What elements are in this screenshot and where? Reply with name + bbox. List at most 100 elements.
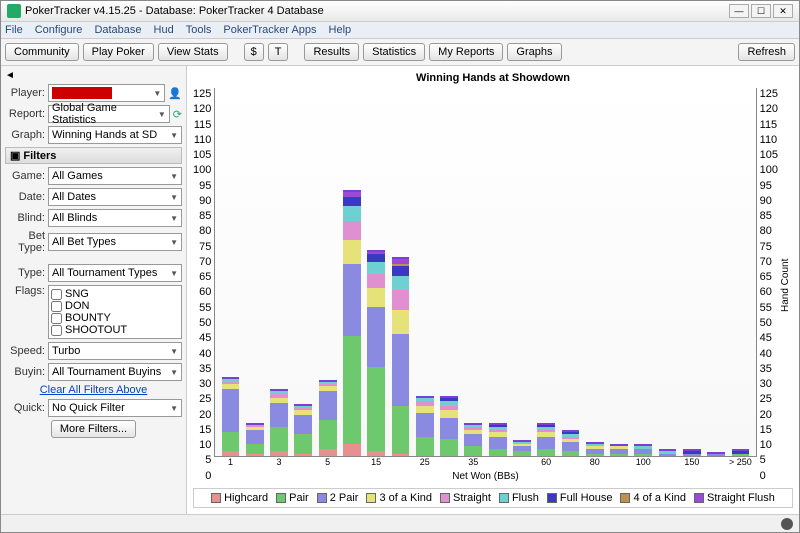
flag-bounty[interactable]: BOUNTY — [51, 312, 179, 324]
buyin-label: Buyin: — [5, 366, 45, 378]
bar-column — [535, 423, 557, 456]
legend-item: 3 of a Kind — [366, 492, 432, 504]
close-button[interactable]: ✕ — [773, 4, 793, 18]
bar-column — [365, 250, 387, 456]
graph-label: Graph: — [5, 129, 45, 141]
graphs-button[interactable]: Graphs — [507, 43, 561, 61]
player-select[interactable]: ▼ — [48, 84, 165, 102]
bar-column — [559, 430, 581, 456]
legend-item: Straight — [440, 492, 491, 504]
graph-select[interactable]: Winning Hands at SD▼ — [48, 126, 182, 144]
flag-sng[interactable]: SNG — [51, 288, 179, 300]
bettype-select[interactable]: All Bet Types▼ — [48, 233, 182, 251]
bar-column — [316, 380, 338, 456]
date-label: Date: — [5, 191, 45, 203]
game-label: Game: — [5, 170, 45, 182]
type-select[interactable]: All Tournament Types▼ — [48, 264, 182, 282]
menu-database[interactable]: Database — [94, 24, 141, 36]
refresh-icon[interactable]: ⟳ — [173, 108, 182, 121]
clear-filters-link[interactable]: Clear All Filters Above — [5, 384, 182, 396]
bar-column — [341, 190, 363, 456]
statusbar — [1, 514, 799, 532]
more-filters-button[interactable]: More Filters... — [51, 420, 136, 438]
menu-apps[interactable]: PokerTracker Apps — [223, 24, 316, 36]
game-select[interactable]: All Games▼ — [48, 167, 182, 185]
chart-title: Winning Hands at Showdown — [193, 72, 793, 84]
menu-hud[interactable]: Hud — [154, 24, 174, 36]
menu-configure[interactable]: Configure — [35, 24, 83, 36]
y-axis-title: Hand Count — [778, 88, 793, 482]
bar-column — [705, 452, 727, 456]
bettype-label: Bet Type: — [5, 230, 45, 254]
player-icon: 👤 — [168, 87, 182, 100]
tab-play-poker[interactable]: Play Poker — [83, 43, 154, 61]
x-axis-title: Net Won (BBs) — [214, 471, 756, 482]
tab-community[interactable]: Community — [5, 43, 79, 61]
bar-column — [462, 423, 484, 456]
titlebar: PokerTracker v4.15.25 - Database: PokerT… — [1, 1, 799, 22]
legend-item: 4 of a Kind — [620, 492, 686, 504]
maximize-button[interactable]: ☐ — [751, 4, 771, 18]
tab-view-stats[interactable]: View Stats — [158, 43, 228, 61]
app-window: PokerTracker v4.15.25 - Database: PokerT… — [0, 0, 800, 533]
speed-select[interactable]: Turbo▼ — [48, 342, 182, 360]
player-value-redacted — [52, 87, 112, 99]
type-label: Type: — [5, 267, 45, 279]
quick-label: Quick: — [5, 402, 45, 414]
speed-label: Speed: — [5, 345, 45, 357]
chart-bars — [214, 88, 756, 457]
minimize-button[interactable]: — — [729, 4, 749, 18]
currency-dollar-button[interactable]: $ — [244, 43, 264, 61]
blind-select[interactable]: All Blinds▼ — [48, 209, 182, 227]
window-buttons: — ☐ ✕ — [729, 4, 793, 18]
bar-column — [681, 449, 703, 456]
buyin-select[interactable]: All Tournament Buyins▼ — [48, 363, 182, 381]
flag-don[interactable]: DON — [51, 300, 179, 312]
toolbar: Community Play Poker View Stats $ T Resu… — [1, 39, 799, 66]
sidebar: ◄ Player: ▼ 👤 Report: Global Game Statis… — [1, 66, 187, 514]
bar-column — [414, 396, 436, 456]
y-axis-right: 0510152025303540455055606570758085909510… — [757, 88, 778, 482]
bar-column — [389, 257, 411, 456]
bar-column — [268, 389, 290, 456]
statistics-button[interactable]: Statistics — [363, 43, 425, 61]
legend-item: 2 Pair — [317, 492, 359, 504]
player-label: Player: — [5, 87, 45, 99]
legend-item: Straight Flush — [694, 492, 775, 504]
status-icon — [781, 518, 793, 530]
legend-item: Pair — [276, 492, 309, 504]
bar-column — [486, 423, 508, 456]
legend-item: Highcard — [211, 492, 268, 504]
bar-column — [632, 444, 654, 456]
bar-column — [656, 449, 678, 456]
bar-column — [438, 396, 460, 456]
bar-column — [729, 449, 751, 456]
legend-item: Full House — [547, 492, 613, 504]
app-icon — [7, 4, 21, 18]
bar-column — [292, 404, 314, 456]
filters-header[interactable]: ▣Filters — [5, 147, 182, 164]
my-reports-button[interactable]: My Reports — [429, 43, 503, 61]
menu-file[interactable]: File — [5, 24, 23, 36]
main-content: ◄ Player: ▼ 👤 Report: Global Game Statis… — [1, 66, 799, 514]
quick-select[interactable]: No Quick Filter▼ — [48, 399, 182, 417]
report-select[interactable]: Global Game Statistics▼ — [48, 105, 170, 123]
legend-item: Flush — [499, 492, 539, 504]
currency-t-button[interactable]: T — [268, 43, 289, 61]
refresh-button[interactable]: Refresh — [738, 43, 795, 61]
results-button[interactable]: Results — [304, 43, 359, 61]
flags-label: Flags: — [5, 285, 45, 297]
bar-column — [584, 442, 606, 456]
bar-column — [511, 440, 533, 456]
date-select[interactable]: All Dates▼ — [48, 188, 182, 206]
flag-shootout[interactable]: SHOOTOUT — [51, 324, 179, 336]
y-axis-left: 0510152025303540455055606570758085909510… — [193, 88, 214, 482]
flags-list: SNG DON BOUNTY SHOOTOUT — [48, 285, 182, 339]
x-axis-labels: 1351525356080100150> 250 — [214, 457, 756, 467]
bar-column — [608, 444, 630, 456]
report-label: Report: — [5, 108, 45, 120]
menu-help[interactable]: Help — [329, 24, 352, 36]
blind-label: Blind: — [5, 212, 45, 224]
menu-tools[interactable]: Tools — [186, 24, 212, 36]
menubar: File Configure Database Hud Tools PokerT… — [1, 22, 799, 39]
